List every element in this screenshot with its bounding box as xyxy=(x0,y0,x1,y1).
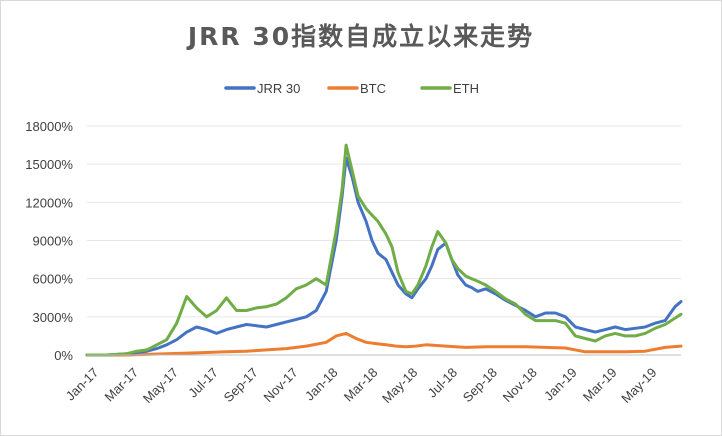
x-tick-label: Jan-19 xyxy=(541,365,580,404)
series-line-btc xyxy=(85,331,683,357)
x-tick-label: Jan-18 xyxy=(302,365,341,404)
chart-title: JRR 30指数自成立以来走势 xyxy=(186,22,534,51)
series-line-eth xyxy=(85,143,683,357)
y-tick-label: 9000% xyxy=(33,234,74,249)
x-tick-label: May-19 xyxy=(618,365,659,406)
x-tick-label: Jan-17 xyxy=(63,365,102,404)
legend-label: ETH xyxy=(453,81,479,96)
x-tick-label: Mar-17 xyxy=(102,365,142,405)
y-tick-label: 6000% xyxy=(33,272,74,287)
y-tick-label: 15000% xyxy=(25,157,73,172)
series-line-jrr-30 xyxy=(85,156,683,357)
x-tick-label: Jul-18 xyxy=(425,365,461,401)
x-tick-label: Nov-17 xyxy=(260,365,300,405)
gridlines xyxy=(87,125,681,318)
x-tick-label: Nov-18 xyxy=(500,365,540,405)
y-tick-label: 3000% xyxy=(33,310,74,325)
x-tick-label: Sep-18 xyxy=(460,365,500,405)
y-tick-label: 0% xyxy=(54,348,73,363)
x-tick-label: Jul-17 xyxy=(185,365,221,401)
y-tick-label: 18000% xyxy=(25,119,73,134)
y-axis-ticks: 0% 3000% 6000% 9000% 12000% 15000% 18000% xyxy=(25,119,73,363)
x-tick-label: May-17 xyxy=(140,365,181,406)
legend-label: BTC xyxy=(360,81,386,96)
series-lines xyxy=(85,143,683,357)
x-tick-label: Sep-17 xyxy=(221,365,261,405)
x-tick-label: Mar-18 xyxy=(341,365,381,405)
x-tick-label: Mar-19 xyxy=(580,365,620,405)
chart-legend: JRR 30 BTC ETH xyxy=(224,81,479,96)
x-tick-label: May-18 xyxy=(379,365,420,406)
legend-label: JRR 30 xyxy=(257,81,300,96)
y-tick-label: 12000% xyxy=(25,195,73,210)
